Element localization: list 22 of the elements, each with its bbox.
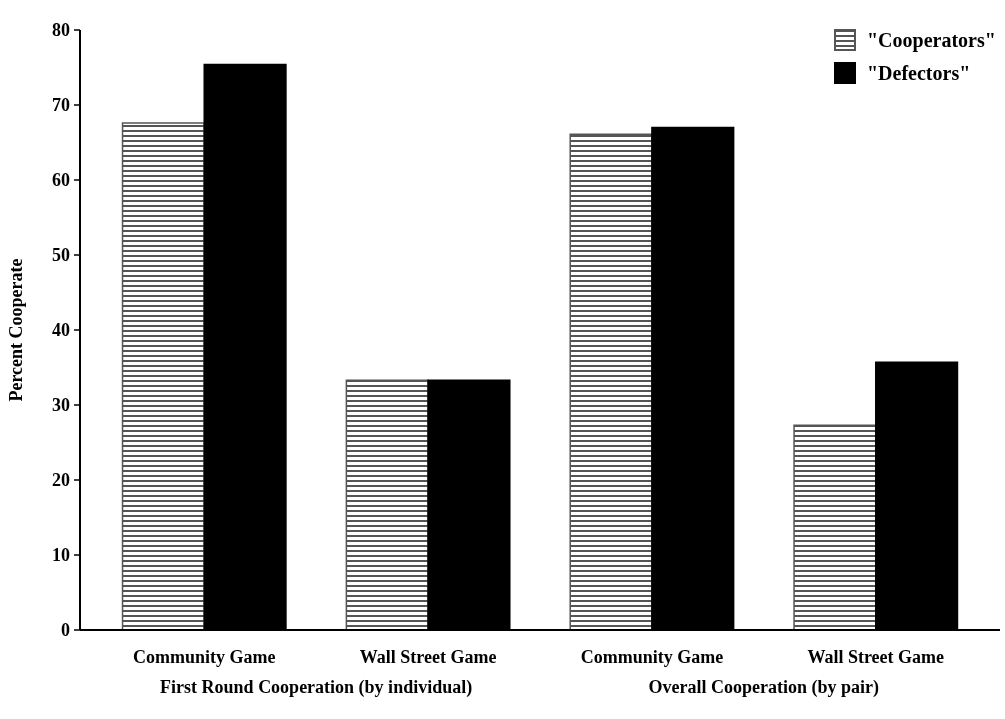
text: First Round Cooperation (by individual) [160,677,473,698]
y-tick-label: 80 [52,20,70,41]
bar [569,133,653,631]
x-tick-label: Wall Street Game [359,647,497,667]
y-tick-label: 70 [52,95,70,116]
text: Overall Cooperation (by pair) [648,677,880,698]
y-tick-label: 20 [52,470,70,491]
y-tick-label: 50 [52,245,70,266]
y-tick-label: 0 [61,620,70,641]
bar [793,424,877,631]
y-tick-label: 30 [52,395,70,416]
y-tick-label: 60 [52,170,70,191]
legend-label: "Cooperators" [867,29,996,52]
bar [345,379,429,631]
y-tick-label: 40 [52,320,70,341]
x-tick-label: Wall Street Game [807,647,945,667]
legend-label: "Defectors" [867,62,971,84]
y-axis-title: Percent Cooperate [6,258,26,402]
x-tick-label: Community Game [132,647,276,667]
x-tick-label: Community Game [580,647,724,667]
y-tick-label: 10 [52,545,70,566]
bar [121,122,205,631]
